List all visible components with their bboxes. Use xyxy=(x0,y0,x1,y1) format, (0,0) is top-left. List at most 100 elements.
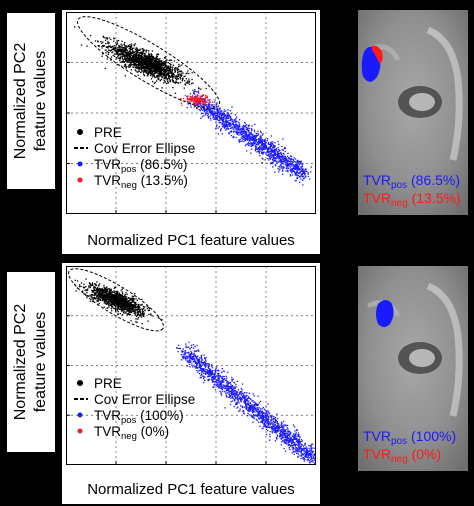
data-point xyxy=(268,439,271,441)
data-point xyxy=(126,55,128,57)
data-point xyxy=(235,131,237,134)
data-point xyxy=(297,166,300,169)
data-point xyxy=(228,114,230,117)
data-point xyxy=(238,127,240,129)
data-point xyxy=(192,353,194,355)
data-point xyxy=(251,143,254,145)
data-point xyxy=(169,68,171,70)
data-point xyxy=(112,54,114,57)
data-point xyxy=(261,148,263,150)
data-point xyxy=(220,118,222,120)
data-point xyxy=(221,117,223,119)
series-pre xyxy=(74,26,207,94)
data-point xyxy=(191,100,193,102)
data-point xyxy=(214,113,216,115)
data-point xyxy=(166,81,169,83)
data-point xyxy=(176,68,178,71)
data-point xyxy=(91,284,93,287)
data-point xyxy=(195,107,198,109)
data-point xyxy=(111,292,113,294)
data-point xyxy=(145,51,147,53)
data-point xyxy=(147,57,149,59)
data-point xyxy=(293,167,295,170)
data-point xyxy=(253,129,256,131)
data-point xyxy=(156,76,158,78)
data-point xyxy=(141,308,143,310)
data-point xyxy=(247,134,249,137)
data-point xyxy=(280,166,283,168)
data-point xyxy=(116,50,118,52)
data-point xyxy=(128,57,131,60)
data-point xyxy=(218,121,220,124)
data-point xyxy=(202,100,205,102)
data-point xyxy=(200,88,202,90)
data-point xyxy=(117,47,119,49)
data-point xyxy=(302,178,305,180)
data-point xyxy=(124,46,126,48)
data-point xyxy=(187,98,189,100)
data-point xyxy=(254,409,256,411)
data-point xyxy=(191,82,193,85)
data-point xyxy=(132,50,134,52)
data-point xyxy=(161,64,163,67)
data-point xyxy=(115,304,117,307)
data-point xyxy=(101,294,103,297)
data-point xyxy=(231,396,233,398)
data-point xyxy=(135,301,137,303)
data-point xyxy=(125,57,127,60)
data-point xyxy=(189,96,192,98)
data-point xyxy=(137,317,140,319)
data-point xyxy=(105,43,107,45)
data-point xyxy=(221,114,223,116)
top-thumbnail: TVRpos (86.5%)TVRneg (13.5%) xyxy=(358,10,468,215)
data-point xyxy=(205,106,208,108)
data-point xyxy=(238,130,240,132)
data-point xyxy=(245,138,247,141)
data-point xyxy=(110,303,112,305)
data-point xyxy=(269,158,271,160)
data-point xyxy=(312,455,314,457)
data-point xyxy=(254,142,257,144)
data-point xyxy=(147,309,149,312)
data-point xyxy=(203,97,205,100)
data-point xyxy=(229,123,231,126)
data-point xyxy=(226,383,229,385)
data-point xyxy=(257,134,260,136)
data-point xyxy=(194,105,196,107)
data-point xyxy=(129,299,131,301)
data-point xyxy=(286,164,288,166)
data-point xyxy=(94,294,96,296)
data-point xyxy=(245,131,247,133)
data-point xyxy=(138,67,140,69)
data-point xyxy=(207,380,209,382)
data-point xyxy=(154,60,156,62)
data-point xyxy=(192,99,194,102)
data-point xyxy=(115,45,117,47)
data-point xyxy=(299,169,302,171)
data-point xyxy=(302,445,305,447)
data-point xyxy=(279,429,282,431)
data-point xyxy=(222,124,225,127)
data-point xyxy=(211,114,213,116)
data-point xyxy=(109,297,111,299)
data-point xyxy=(120,308,122,310)
data-point xyxy=(233,387,235,390)
data-point xyxy=(158,317,160,319)
data-point xyxy=(135,315,138,317)
data-point xyxy=(147,60,149,62)
data-point xyxy=(285,159,287,161)
data-point xyxy=(96,297,98,299)
data-point xyxy=(128,310,130,312)
data-point xyxy=(165,76,167,78)
data-point xyxy=(141,309,144,311)
data-point xyxy=(204,376,206,378)
data-point xyxy=(99,295,101,298)
data-point xyxy=(236,132,238,134)
data-point xyxy=(129,52,131,55)
data-point xyxy=(146,62,149,64)
data-point xyxy=(124,293,126,296)
data-point xyxy=(197,103,199,105)
data-point xyxy=(226,115,229,117)
data-point xyxy=(150,314,152,316)
data-point xyxy=(142,315,144,317)
